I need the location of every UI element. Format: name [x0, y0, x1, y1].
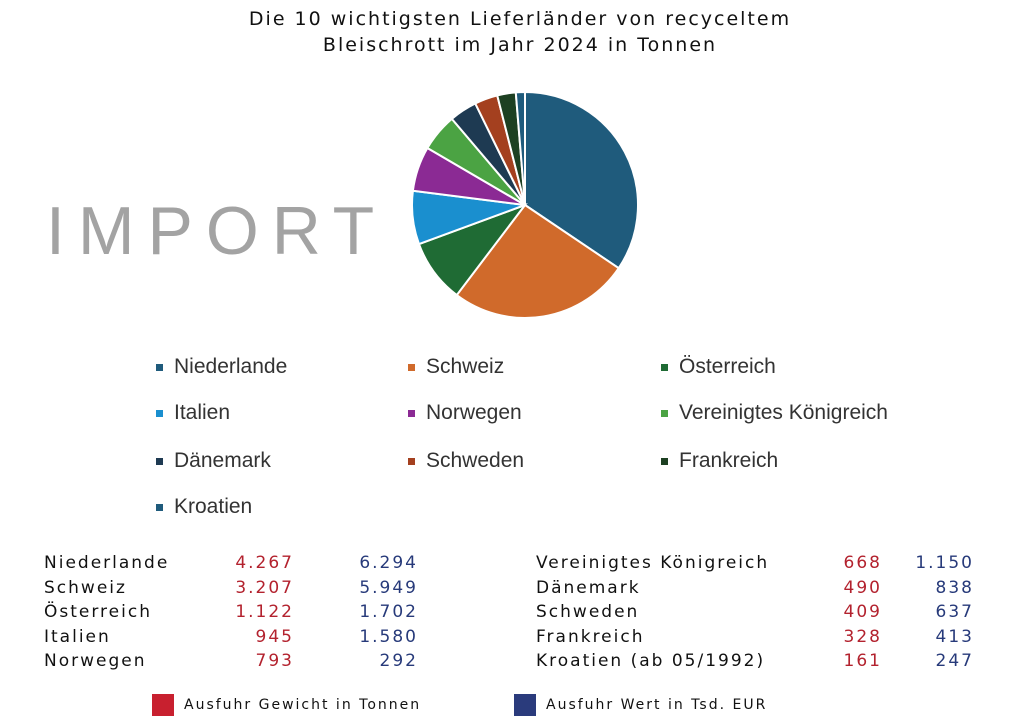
weight-swatch: [152, 694, 174, 716]
value-swatch: [514, 694, 536, 716]
pie-slice-niederlande: [524, 90, 639, 270]
country-name: Schweden: [536, 602, 640, 622]
weight-value: 3.207: [235, 577, 294, 598]
export-value: 838: [935, 577, 974, 598]
weight-value: 793: [255, 651, 294, 671]
legend-swatch: [408, 457, 415, 465]
legend-item-schweiz: Schweiz: [408, 355, 504, 379]
country-name: Dänemark: [536, 577, 641, 598]
footer-legend-value: Ausfuhr Wert in Tsd. EUR: [514, 694, 767, 716]
legend-item-frankreich: Frankreich: [661, 449, 778, 473]
weight-value: 161: [843, 651, 882, 671]
country-name: Schweiz: [44, 577, 127, 598]
country-name: Niederlande: [44, 553, 170, 573]
legend-swatch: [408, 363, 415, 371]
weight-value: 409: [843, 602, 882, 622]
weight-value: 490: [843, 577, 882, 598]
export-value: 247: [935, 651, 974, 671]
legend-item-kroatien: Kroatien: [156, 495, 252, 519]
legend-label: Norwegen: [426, 401, 522, 424]
weight-value: 4.267: [235, 553, 294, 573]
legend-label: Dänemark: [174, 449, 271, 472]
legend-label: Schweiz: [426, 355, 505, 378]
legend-swatch: [156, 409, 163, 417]
export-value: 637: [935, 602, 974, 622]
pie-slice-kroatien: [514, 90, 526, 206]
legend-swatch: [156, 363, 163, 371]
country-name: Frankreich: [536, 626, 645, 647]
legend-swatch: [661, 363, 668, 371]
export-value: 1.580: [359, 626, 418, 647]
export-value: 6.294: [359, 553, 418, 573]
weight-value: 668: [843, 553, 882, 573]
chart-legend: Niederlande Schweiz Österreich Italien Norwe…: [156, 355, 956, 535]
legend-label: Kroatien: [174, 495, 253, 518]
legend-item-italien: Italien: [156, 401, 230, 425]
legend-item-vereinigtes-konigreich: Vereinigtes Königreich: [661, 401, 888, 425]
footer-legend-weight: Ausfuhr Gewicht in Tonnen: [152, 694, 421, 716]
legend-item-niederlande: Niederlande: [156, 355, 287, 379]
legend-item-osterreich: Österreich: [661, 355, 776, 379]
export-value: 292: [379, 651, 418, 671]
legend-label: Frankreich: [679, 449, 779, 472]
country-name: Kroatien (ab 05/1992): [536, 651, 766, 671]
chart-title: Die 10 wichtigsten Lieferländer von recy…: [0, 6, 1024, 58]
weight-value: 945: [255, 626, 294, 647]
legend-swatch: [156, 503, 163, 511]
legend-label: Vereinigtes Königreich: [679, 401, 888, 424]
country-name: Vereinigtes Königreich: [536, 553, 770, 573]
legend-label: Niederlande: [174, 355, 288, 378]
legend-item-schweden: Schweden: [408, 449, 524, 473]
export-value: 1.150: [915, 553, 974, 573]
weight-legend-label: Ausfuhr Gewicht in Tonnen: [184, 697, 422, 713]
country-name: Österreich: [44, 602, 152, 622]
weight-value: 328: [843, 626, 882, 647]
country-name: Italien: [44, 626, 111, 647]
export-value: 413: [935, 626, 974, 647]
chart-title-line-2: Bleischrott im Jahr 2024 in Tonnen: [322, 34, 718, 56]
legend-swatch: [408, 409, 415, 417]
legend-label: Österreich: [679, 355, 776, 378]
pie-slice-schweiz: [455, 203, 621, 319]
legend-label: Schweden: [426, 449, 525, 472]
export-value: 5.949: [359, 577, 418, 598]
import-label: IMPORT: [46, 193, 388, 269]
export-value: 1.702: [359, 602, 418, 622]
chart-title-line-1: Die 10 wichtigsten Lieferländer von recy…: [248, 8, 792, 30]
legend-item-norwegen: Norwegen: [408, 401, 522, 425]
legend-label: Italien: [174, 401, 231, 424]
legend-swatch: [156, 457, 163, 465]
legend-swatch: [661, 457, 668, 465]
legend-item-danemark: Dänemark: [156, 449, 271, 473]
value-legend-label: Ausfuhr Wert in Tsd. EUR: [546, 697, 768, 713]
country-name: Norwegen: [44, 651, 147, 671]
legend-swatch: [661, 409, 668, 417]
weight-value: 1.122: [235, 602, 294, 622]
